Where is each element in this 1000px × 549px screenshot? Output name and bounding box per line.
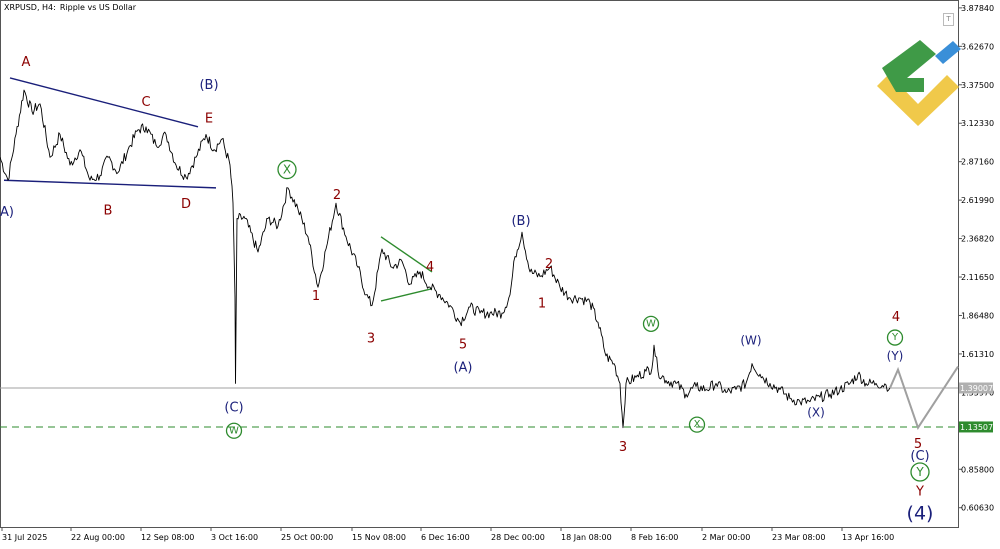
x-tick-label: 23 Mar 08:00 <box>772 533 825 542</box>
wave-label: E <box>205 112 213 127</box>
symbol-description: Ripple vs US Dollar <box>59 3 137 12</box>
x-tick-label: 22 Aug 00:00 <box>71 533 125 542</box>
wave-label-circle <box>688 416 706 433</box>
logo-blue-stroke <box>935 41 961 64</box>
support-level-tag-box <box>959 421 993 433</box>
upper-wedge-line <box>9 77 199 128</box>
triangle-lower-line <box>380 288 433 302</box>
wave-label: A <box>22 55 31 70</box>
y-tick-label: 2.87160 <box>961 158 994 167</box>
wave-label: 2 <box>545 257 553 272</box>
wave-label-circle <box>277 159 297 180</box>
wave-label: A) <box>0 205 14 220</box>
wave-label: X <box>283 163 291 177</box>
y-tick-label: 0.60630 <box>961 504 994 513</box>
price-line-series <box>0 89 891 429</box>
forecast-path <box>889 366 959 430</box>
current-price-tag: 1.39007 <box>960 384 993 393</box>
wave-label: (4) <box>907 502 934 524</box>
wave-label: 5 <box>914 437 922 452</box>
x-tick-label: 25 Oct 00:00 <box>281 533 333 542</box>
wave-label: 4 <box>892 310 900 325</box>
wave-label: (B) <box>511 214 530 229</box>
x-tick-label: 2 Mar 00:00 <box>702 533 750 542</box>
symbol-label: XRPUSD, H4: <box>4 3 56 12</box>
x-tick-label: 18 Jan 08:00 <box>561 533 612 542</box>
wave-label: W <box>646 318 656 329</box>
y-tick-label: 0.85800 <box>961 465 994 474</box>
x-tick-label: 31 Jul 2025 <box>2 533 47 542</box>
wave-label: (X) <box>807 405 825 419</box>
wave-label-circle <box>642 315 660 332</box>
wave-label: Y <box>915 465 924 479</box>
triangle-upper-line <box>380 236 433 273</box>
wave-label: (C) <box>224 400 243 415</box>
logo-green-chevron <box>882 40 936 92</box>
wave-label: (C) <box>910 449 929 464</box>
wave-label: X <box>694 419 701 430</box>
wave-label-circle <box>225 422 243 439</box>
wave-label: W <box>229 425 239 436</box>
brand-logo <box>877 40 961 126</box>
y-tick-label: 3.87840 <box>961 4 994 13</box>
y-tick-label: 1.86480 <box>961 311 994 320</box>
y-tick-label: 2.36820 <box>961 235 994 244</box>
y-tick-label: 3.12330 <box>961 119 994 128</box>
wave-label: 3 <box>619 440 627 455</box>
chart-corner-button[interactable]: T <box>943 13 954 26</box>
y-tick-label: 3.37500 <box>961 81 994 90</box>
wave-label: 4 <box>426 260 434 275</box>
x-tick-label: 13 Apr 16:00 <box>842 533 894 542</box>
wave-label: (W) <box>740 334 761 348</box>
wave-label: B <box>104 203 113 218</box>
x-tick-label: 3 Oct 16:00 <box>211 533 258 542</box>
x-tick-label: 28 Dec 00:00 <box>491 533 545 542</box>
wave-label-circle <box>910 462 930 482</box>
wave-label: 2 <box>333 188 341 203</box>
wave-label: Y <box>891 332 899 343</box>
y-tick-label: 1.61310 <box>961 350 994 359</box>
current-price-tag-box <box>959 382 993 394</box>
x-tick-label: 6 Dec 16:00 <box>421 533 470 542</box>
wave-label: (Y) <box>887 349 904 363</box>
wave-label: 3 <box>367 332 375 347</box>
chart-header: XRPUSD, H4: Ripple vs US Dollar <box>4 3 140 12</box>
wave-label: (B) <box>199 78 218 93</box>
wave-label: 5 <box>459 338 467 353</box>
y-tick-label: 2.11650 <box>961 273 994 282</box>
y-tick-label: 2.61990 <box>961 196 994 205</box>
wave-label: (A) <box>453 361 472 376</box>
x-tick-label: 8 Feb 16:00 <box>631 533 678 542</box>
x-tick-label: 15 Nov 08:00 <box>352 533 406 542</box>
wave-label-circle <box>886 329 904 346</box>
wave-label: 1 <box>538 296 546 311</box>
wave-label: D <box>181 197 191 212</box>
y-tick-label: 3.62670 <box>961 42 994 51</box>
support-level-tag: 1.13507 <box>960 423 993 432</box>
plot-frame <box>0 0 959 528</box>
lower-wedge-line <box>3 179 217 189</box>
x-tick-label: 12 Sep 08:00 <box>141 533 194 542</box>
wave-label: 1 <box>312 289 320 304</box>
wave-label: C <box>141 95 150 110</box>
wave-label: Y <box>915 484 924 499</box>
